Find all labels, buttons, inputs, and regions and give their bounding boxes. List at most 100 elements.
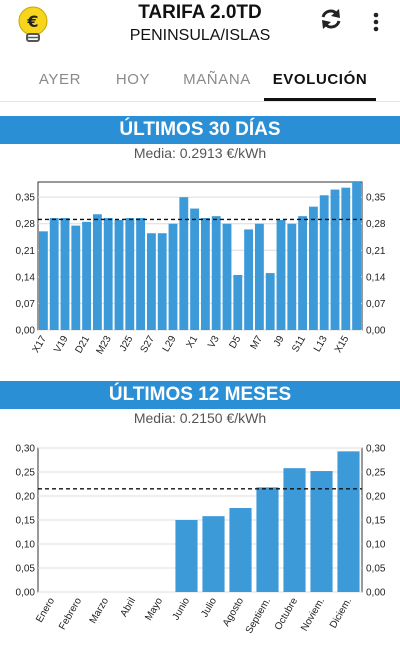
bar (38, 231, 48, 330)
svg-text:€: € (26, 12, 38, 31)
bar (265, 273, 275, 330)
x-tick-label: J25 (118, 334, 136, 354)
tab-indicator (264, 98, 376, 101)
app-bar: € TARIFA 2.0TD PENINSULA/ISLAS (0, 0, 400, 56)
x-tick-label: Mayo (143, 596, 165, 623)
bar (92, 214, 102, 330)
y-tick-label-left: 0,15 (16, 516, 36, 527)
lightbulb-euro-icon: € (18, 6, 48, 46)
x-tick-label: Febrero (57, 596, 84, 632)
y-tick-label-left: 0,28 (16, 219, 36, 230)
bar (244, 229, 254, 330)
bar (283, 468, 306, 592)
bar (254, 223, 264, 330)
bar (168, 223, 178, 330)
y-tick-label-right: 0,00 (366, 588, 386, 599)
bar (179, 197, 189, 330)
y-tick-label-right: 0,20 (366, 492, 386, 503)
bar (310, 471, 333, 592)
y-tick-label-left: 0,25 (16, 468, 36, 479)
bar (157, 233, 167, 330)
chart-30-dias-svg: 0,00 0,00 0,07 0,07 0,14 0,14 0,21 0,21 0,28 0,28… (16, 181, 386, 357)
x-tick-label: J9 (272, 334, 287, 349)
x-tick-label: Noviem. (299, 596, 327, 633)
chart-30-dias: 0,00 0,00 0,07 0,07 0,14 0,14 0,21 0,21 0,28 0,28… (0, 166, 400, 366)
y-tick-label-right: 0,30 (366, 444, 386, 455)
bar (337, 451, 360, 592)
media-12-meses: Media: 0.2150 €/kWh (133, 410, 267, 426)
bar (319, 195, 329, 330)
bar (308, 206, 318, 330)
y-tick-label-right: 0,00 (366, 326, 386, 337)
section-header-12-meses: ÚLTIMOS 12 MESES (0, 381, 400, 409)
more-vert-icon[interactable] (364, 10, 388, 36)
x-tick-label: Diciem. (328, 596, 354, 630)
x-tick-label: Enero (34, 596, 57, 625)
y-tick-label-right: 0,05 (366, 564, 386, 575)
bar (190, 208, 200, 330)
bar (222, 223, 232, 330)
y-tick-label-right: 0,15 (366, 516, 386, 527)
chart-12-meses-svg: 0,00 0,00 0,05 0,05 0,10 0,10 0,15 0,15 0,20 0,20… (16, 444, 386, 636)
x-tick-label: S11 (290, 334, 308, 355)
y-tick-label-left: 0,21 (16, 246, 36, 257)
y-tick-label-right: 0,07 (366, 299, 386, 310)
bar (125, 218, 135, 330)
y-tick-label-left: 0,00 (16, 326, 36, 337)
y-tick-label-right: 0,14 (366, 272, 386, 283)
x-tick-label: Abril (119, 596, 139, 619)
x-tick-label: V3 (206, 334, 222, 350)
x-tick-label: L13 (312, 334, 330, 354)
bar (114, 219, 124, 330)
x-tick-label: Julio (199, 596, 219, 620)
x-tick-label: Septiem. (244, 596, 273, 636)
tab-ayer[interactable]: AYER (38, 70, 82, 88)
bar (146, 233, 156, 330)
bar (60, 218, 70, 330)
tab-evolucion[interactable]: EVOLUCIÓN (272, 70, 368, 88)
x-tick-label: M7 (249, 334, 266, 352)
tab-bar: AYER HOY MAÑANA EVOLUCIÓN (0, 56, 400, 102)
app-title-block: TARIFA 2.0TD PENINSULA/ISLAS (80, 2, 320, 48)
x-tick-label: Agosto (221, 596, 246, 629)
y-tick-label-right: 0,10 (366, 540, 386, 551)
bar (202, 516, 225, 592)
y-tick-label-left: 0,10 (16, 540, 36, 551)
bar (330, 189, 340, 330)
x-tick-label: Marzo (88, 596, 112, 626)
bar (211, 216, 221, 330)
x-tick-label: Octubre (273, 596, 301, 633)
tab-manana[interactable]: MAÑANA (183, 70, 251, 88)
y-tick-label-right: 0,35 (366, 193, 386, 204)
y-tick-label-left: 0,07 (16, 299, 36, 310)
refresh-icon[interactable] (318, 6, 344, 32)
x-tick-label: X1 (185, 334, 201, 350)
y-tick-label-right: 0,21 (366, 246, 386, 257)
bar (103, 218, 113, 330)
app-subtitle: PENINSULA/ISLAS (129, 27, 271, 44)
x-tick-label: X17 (31, 334, 50, 355)
media-30-dias: Media: 0.2913 €/kWh (133, 145, 267, 161)
y-tick-label-left: 0,20 (16, 492, 36, 503)
x-tick-label: Junio (171, 596, 193, 623)
bar (276, 219, 286, 330)
y-tick-label-left: 0,35 (16, 193, 36, 204)
bar (298, 216, 308, 330)
bar (352, 182, 362, 330)
x-tick-label: V19 (52, 334, 71, 355)
section-header-30-dias: ÚLTIMOS 30 DÍAS (0, 116, 400, 144)
bar (287, 223, 297, 330)
x-tick-label: L29 (161, 334, 179, 354)
bar (49, 218, 59, 330)
x-tick-label: S27 (139, 334, 158, 355)
bar (256, 487, 279, 592)
bar (82, 221, 92, 330)
bar (71, 225, 81, 330)
x-tick-label: X15 (333, 334, 352, 355)
chart-12-meses: 0,00 0,00 0,05 0,05 0,10 0,10 0,15 0,15 0,20 0,20… (0, 432, 400, 652)
bar (233, 274, 243, 330)
bar (229, 508, 252, 592)
x-tick-label: M23 (95, 334, 114, 357)
y-tick-label-right: 0,28 (366, 219, 386, 230)
tab-hoy[interactable]: HOY (115, 70, 151, 88)
